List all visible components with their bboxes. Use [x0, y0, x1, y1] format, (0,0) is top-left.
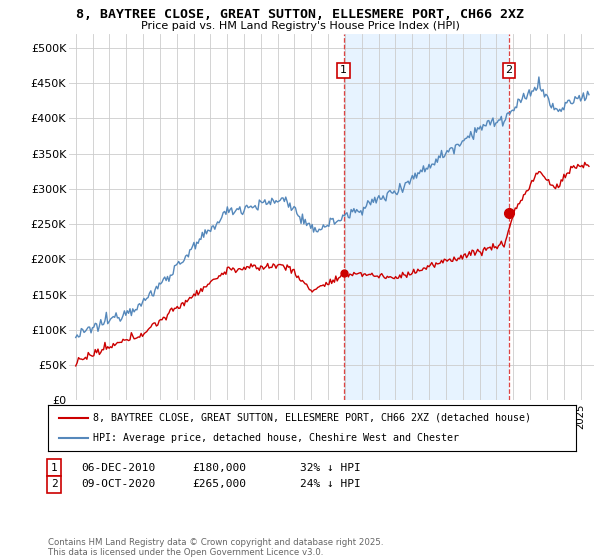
Text: £180,000: £180,000: [192, 463, 246, 473]
Bar: [344, 34, 509, 400]
Text: 2: 2: [50, 479, 58, 489]
Text: 06-DEC-2010: 06-DEC-2010: [81, 463, 155, 473]
Text: 2: 2: [505, 66, 512, 75]
Text: 24% ↓ HPI: 24% ↓ HPI: [300, 479, 361, 489]
Text: £265,000: £265,000: [192, 479, 246, 489]
Text: HPI: Average price, detached house, Cheshire West and Chester: HPI: Average price, detached house, Ches…: [93, 433, 459, 443]
Text: 8, BAYTREE CLOSE, GREAT SUTTON, ELLESMERE PORT, CH66 2XZ (detached house): 8, BAYTREE CLOSE, GREAT SUTTON, ELLESMER…: [93, 413, 531, 423]
Text: 32% ↓ HPI: 32% ↓ HPI: [300, 463, 361, 473]
Text: Contains HM Land Registry data © Crown copyright and database right 2025.
This d: Contains HM Land Registry data © Crown c…: [48, 538, 383, 557]
Text: 1: 1: [340, 66, 347, 75]
Text: 8, BAYTREE CLOSE, GREAT SUTTON, ELLESMERE PORT, CH66 2XZ: 8, BAYTREE CLOSE, GREAT SUTTON, ELLESMER…: [76, 8, 524, 21]
Text: 09-OCT-2020: 09-OCT-2020: [81, 479, 155, 489]
Text: Price paid vs. HM Land Registry's House Price Index (HPI): Price paid vs. HM Land Registry's House …: [140, 21, 460, 31]
Text: 1: 1: [50, 463, 58, 473]
